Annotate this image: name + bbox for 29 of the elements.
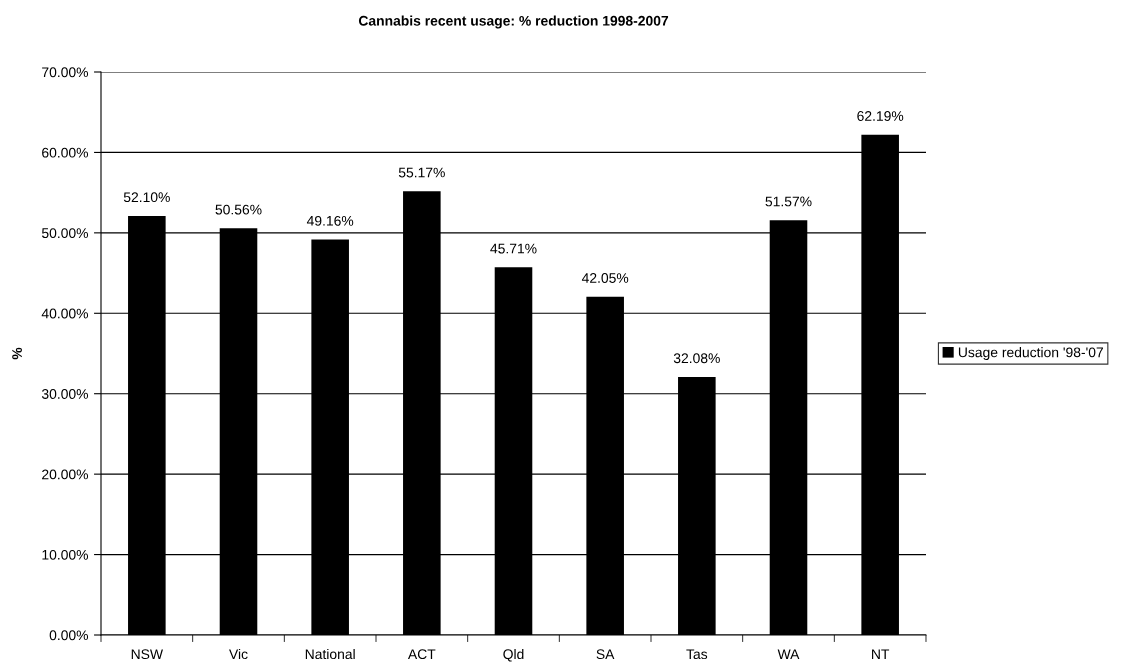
legend-label: Usage reduction '98-'07 xyxy=(958,347,1103,361)
x-tick-label: SA xyxy=(596,649,615,660)
y-tick-label: 60.00% xyxy=(42,147,89,158)
chart-title: Cannabis recent usage: % reduction 1998-2007 xyxy=(358,15,669,29)
y-tick-label: 0.00% xyxy=(49,630,89,641)
data-label: 52.10% xyxy=(123,192,170,203)
x-tick-label: Vic xyxy=(229,648,248,660)
y-tick-label: 70.00% xyxy=(42,67,89,78)
x-tick-label: NSW xyxy=(131,649,163,660)
data-label: 42.05% xyxy=(581,273,629,283)
data-label: 62.19% xyxy=(857,111,904,121)
x-tick-label: Qld xyxy=(503,648,524,662)
x-tick-label: WA xyxy=(777,649,800,659)
data-label: 32.08% xyxy=(673,353,720,364)
x-tick-label: National xyxy=(305,648,355,660)
data-label: 49.16% xyxy=(306,215,354,226)
data-label: 50.56% xyxy=(215,204,262,215)
data-label: 45.71% xyxy=(490,243,537,254)
y-tick-label: 10.00% xyxy=(42,549,89,560)
y-axis-title: % xyxy=(12,347,22,360)
y-tick-label: 20.00% xyxy=(42,469,89,480)
data-label: 55.17% xyxy=(398,167,445,178)
y-tick-label: 40.00% xyxy=(41,308,89,319)
y-tick-label: 30.00% xyxy=(41,389,89,399)
x-tick-label: Tas xyxy=(686,649,708,660)
data-label: 51.57% xyxy=(765,196,812,207)
x-tick-label: NT xyxy=(872,649,890,659)
y-tick-label: 50.00% xyxy=(41,228,89,239)
x-tick-label: ACT xyxy=(407,649,436,660)
